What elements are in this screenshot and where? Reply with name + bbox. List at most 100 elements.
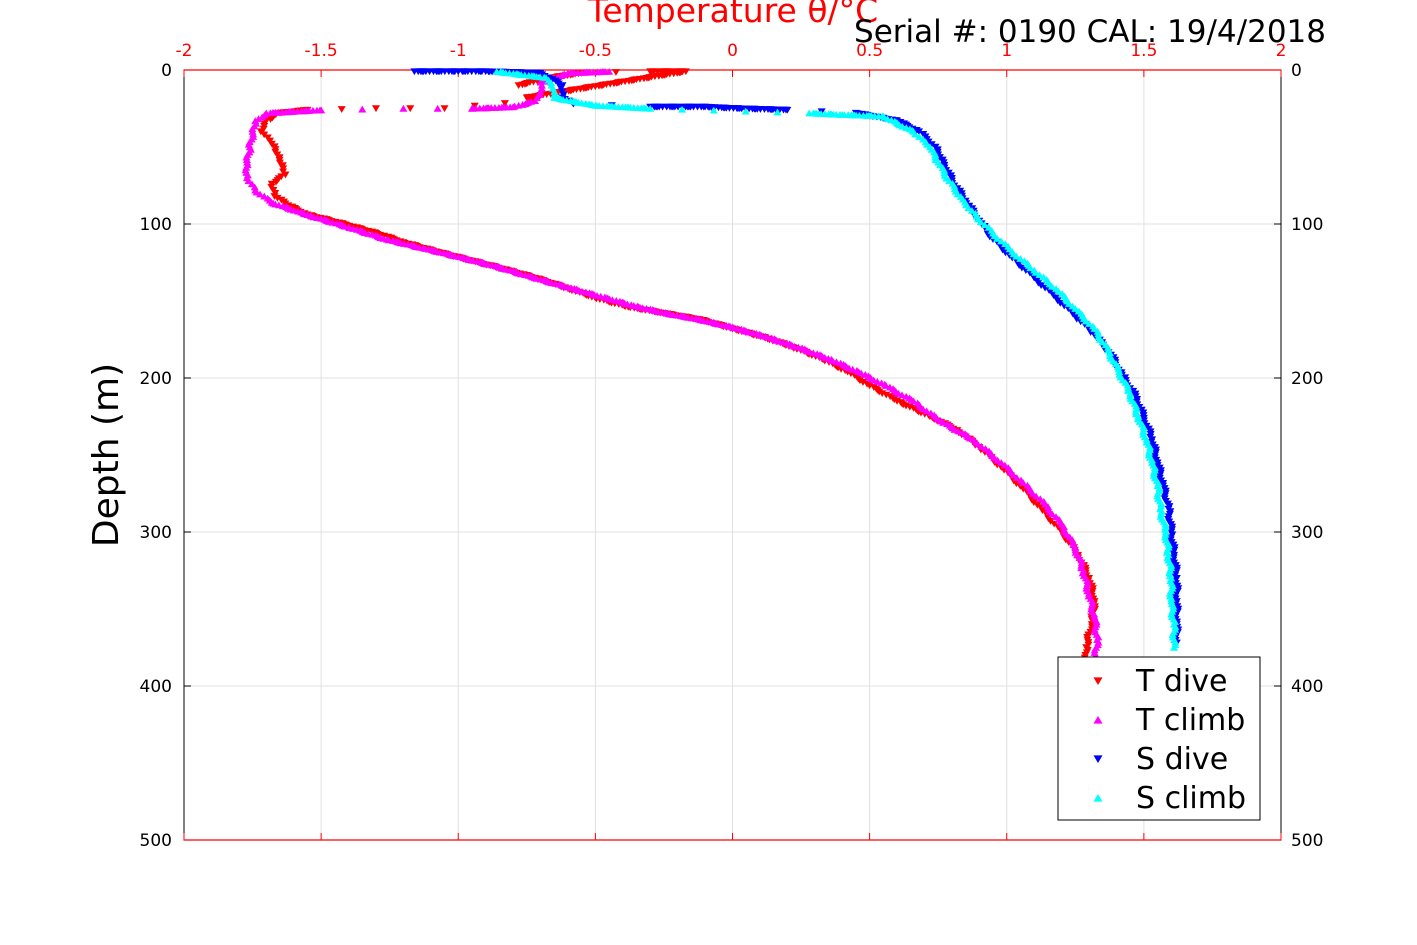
data-point (1030, 266, 1039, 274)
data-point (997, 237, 1006, 245)
legend: T dive T climb S dive S climb (1057, 656, 1261, 821)
data-point (263, 194, 272, 202)
data-point (977, 442, 986, 450)
data-point (1039, 273, 1048, 281)
data-point (254, 115, 263, 123)
data-point (926, 409, 935, 417)
data-point (936, 417, 945, 425)
legend-marker (1093, 793, 1103, 802)
data-point (492, 67, 501, 75)
data-point (1037, 282, 1046, 290)
data-point (773, 108, 782, 116)
data-point (915, 133, 924, 140)
data-point (1017, 476, 1026, 484)
data-point (858, 379, 867, 386)
data-point (1035, 271, 1044, 279)
y-tick-label-right: 100 (1291, 215, 1323, 235)
data-point (919, 135, 928, 143)
data-point (922, 407, 931, 415)
data-point (1072, 315, 1081, 323)
data-point (1058, 290, 1067, 297)
x-tick-label: 0.5 (856, 41, 883, 61)
data-point (273, 194, 282, 202)
data-point (1036, 495, 1045, 503)
legend-label: T dive (1135, 664, 1227, 699)
data-point (337, 106, 346, 113)
x-tick-label: 2 (1276, 41, 1287, 61)
data-point (985, 447, 994, 455)
data-point (1023, 481, 1032, 489)
x-tick-label: -1 (450, 41, 467, 61)
legend-box (1057, 656, 1261, 821)
y-tick-label-left: 200 (140, 369, 172, 389)
x-tick-label: -2 (176, 41, 193, 61)
data-point (783, 106, 792, 114)
data-point (1051, 513, 1060, 520)
data-point (256, 190, 265, 198)
y-tick-label-right: 200 (1291, 369, 1323, 389)
data-point (371, 105, 380, 113)
legend-marker (1093, 677, 1103, 686)
data-point (1074, 307, 1083, 315)
legend-label: S dive (1136, 742, 1228, 777)
x-tick-label: 1 (1001, 41, 1012, 61)
data-point (260, 192, 269, 200)
data-points (241, 67, 1183, 667)
data-point (741, 107, 750, 115)
legend-marker (1093, 755, 1103, 764)
x-axis-title: Temperature θ/°C (587, 0, 878, 30)
data-point (913, 399, 922, 407)
y-tick-label-left: 0 (161, 61, 172, 81)
data-point (914, 128, 923, 136)
data-point (1052, 285, 1061, 292)
data-point (251, 117, 260, 125)
y-tick-label-left: 400 (140, 677, 172, 697)
serial-calibration-label: Serial #: 0190 CAL: 19/4/2018 (854, 14, 1326, 50)
data-point (470, 102, 479, 110)
data-point (980, 221, 989, 228)
y-axis-title: Depth (m) (86, 363, 127, 547)
data-point (1020, 257, 1029, 265)
data-point (1089, 322, 1098, 330)
y-tick-label-right: 400 (1291, 677, 1323, 697)
data-point (500, 100, 509, 107)
data-point (993, 456, 1002, 464)
legend-label: T climb (1135, 703, 1245, 738)
data-point (1000, 461, 1009, 469)
data-point (1001, 240, 1010, 247)
y-tick-label-right: 500 (1291, 831, 1323, 851)
data-point (984, 223, 993, 231)
y-tick-label-left: 100 (140, 215, 172, 235)
x-tick-label: 0 (727, 41, 738, 61)
data-point (981, 445, 990, 453)
data-point (440, 105, 449, 113)
data-point (406, 105, 415, 113)
legend-label: S climb (1136, 781, 1246, 816)
data-point (605, 67, 614, 75)
data-point (1016, 255, 1025, 262)
data-point (1033, 501, 1042, 509)
y-tick-label-right: 300 (1291, 523, 1323, 543)
data-point (611, 69, 620, 76)
data-point (1038, 507, 1047, 515)
data-point (678, 105, 687, 113)
x-tick-label: 1.5 (1130, 41, 1157, 61)
data-point (927, 141, 936, 149)
y-tick-label-left: 300 (140, 523, 172, 543)
data-point (1039, 497, 1048, 505)
data-point (281, 171, 290, 179)
x-tick-label: -1.5 (305, 41, 338, 61)
data-point (358, 105, 367, 113)
data-point (930, 411, 939, 419)
data-point (317, 106, 326, 114)
data-point (271, 178, 280, 186)
data-point (433, 104, 442, 112)
grid (184, 70, 1281, 840)
data-point (709, 106, 718, 114)
y-tick-label-left: 500 (140, 831, 172, 851)
x-tick-label: -0.5 (579, 41, 612, 61)
data-point (997, 459, 1006, 466)
legend-marker (1093, 715, 1103, 724)
